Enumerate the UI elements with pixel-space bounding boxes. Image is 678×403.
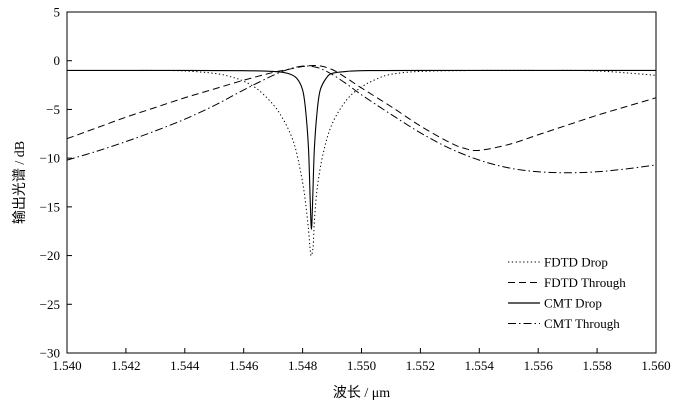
legend-label: FDTD Drop (544, 255, 608, 270)
y-tick-label: −30 (40, 346, 60, 361)
legend-label: CMT Drop (544, 296, 602, 311)
series-line-fdtd-through (67, 64, 656, 152)
y-tick-label: −5 (46, 102, 60, 117)
x-tick-label: 1.552 (406, 358, 435, 373)
series-line-cmt-through (67, 65, 656, 174)
y-tick-label: −25 (40, 297, 60, 312)
y-tick-label: 0 (54, 53, 61, 68)
x-tick-label: 1.548 (288, 358, 317, 373)
y-tick-label: −20 (40, 248, 60, 263)
series-line-fdtd-drop (67, 69, 656, 257)
x-tick-label: 1.558 (582, 358, 611, 373)
series-layer (67, 64, 656, 257)
x-tick-label: 1.546 (229, 358, 259, 373)
x-tick-label: 1.560 (641, 358, 670, 373)
y-tick-label: −15 (40, 199, 60, 214)
x-tick-label: 1.540 (52, 358, 81, 373)
x-tick-label: 1.556 (524, 358, 554, 373)
y-tick-label: −10 (40, 151, 60, 166)
x-tick-label: 1.554 (465, 358, 495, 373)
y-tick-label: 5 (54, 5, 61, 20)
legend-label: CMT Through (544, 316, 620, 331)
x-tick-label: 1.550 (347, 358, 376, 373)
y-axis-title: 输出光谱 / dB (12, 141, 28, 224)
x-tick-label: 1.542 (111, 358, 140, 373)
axis-ticks: 1.540 1.542 1.544 1.546 1.548 1.550 1.552 1.554… (40, 5, 671, 374)
x-axis-title: 波长 / μm (333, 385, 390, 401)
series-line-cmt-drop (67, 69, 656, 230)
legend: FDTD Drop FDTD Through CMT Drop CMT Through (508, 255, 626, 331)
x-tick-label: 1.544 (170, 358, 200, 373)
legend-label: FDTD Through (544, 275, 626, 290)
